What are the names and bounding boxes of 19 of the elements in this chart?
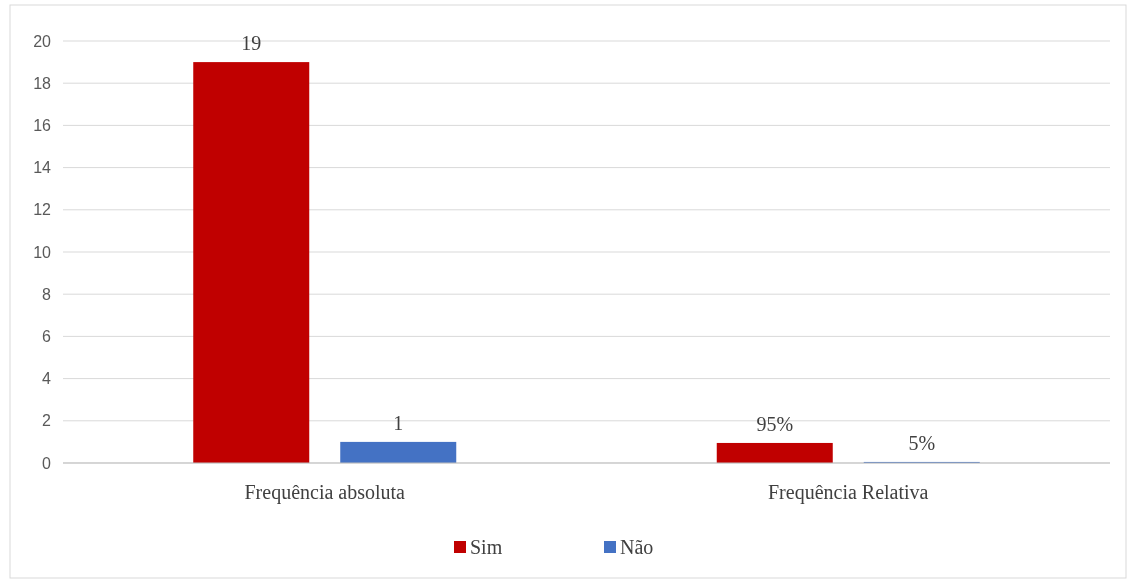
y-tick-label: 0 <box>42 454 52 472</box>
y-tick-label: 6 <box>42 328 52 345</box>
y-tick-label: 4 <box>42 370 52 388</box>
y-tick-label: 14 <box>33 159 52 177</box>
data-label: 95% <box>756 412 794 435</box>
y-tick-label: 10 <box>33 243 52 261</box>
y-tick-label: 12 <box>33 201 52 219</box>
x-tick-label: Frequência Relativa <box>768 481 929 504</box>
x-tick-label: Frequência absoluta <box>244 481 406 504</box>
y-tick-label: 8 <box>42 285 52 303</box>
y-tick-label: 2 <box>42 412 52 430</box>
legend-label: Não <box>620 536 654 558</box>
y-tick-label: 16 <box>33 117 52 134</box>
data-label: 1 <box>393 411 404 434</box>
legend-label: Sim <box>470 536 503 558</box>
data-label: 19 <box>241 32 262 55</box>
y-tick-label: 20 <box>33 32 52 50</box>
data-label: 5% <box>908 431 936 454</box>
y-tick-label: 18 <box>33 74 52 92</box>
